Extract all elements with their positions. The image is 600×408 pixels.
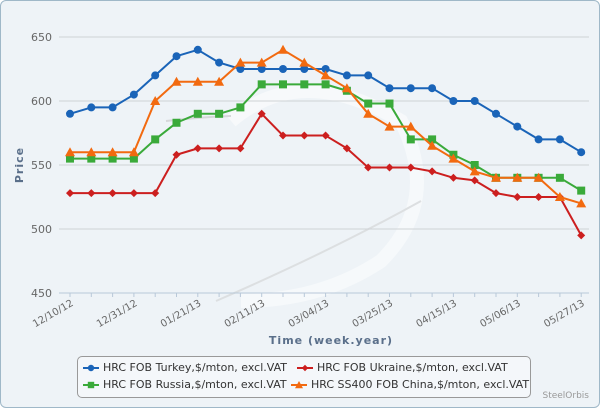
credit-label: SteelOrbis [542, 391, 589, 401]
y-tick-label: 650 [31, 31, 52, 44]
legend-item-turkey[interactable]: HRC FOB Turkey,$/mton, excl.VAT [82, 361, 287, 374]
series-china[interactable] [65, 44, 587, 208]
y-tick-label: 450 [31, 287, 52, 300]
x-tick-label: 12/31/12 [95, 298, 139, 330]
chart-legend: HRC FOB Turkey,$/mton, excl.VAT HRC FOB U… [77, 356, 531, 398]
legend-label: HRC FOB Ukraine,$/mton, excl.VAT [317, 361, 508, 374]
circle-marker-icon [83, 364, 99, 371]
legend-label: HRC FOB Russia,$/mton, excl.VAT [103, 378, 287, 391]
y-axis-title: Price [13, 147, 26, 183]
series-turkey[interactable] [66, 45, 586, 157]
legend-item-ukraine[interactable]: HRC FOB Ukraine,$/mton, excl.VAT [296, 361, 508, 374]
legend-item-china[interactable]: HRC SS400 FOB China,$/mton, excl.VAT [290, 378, 529, 391]
x-tick-label: 04/15/13 [414, 298, 458, 330]
x-tick-label: 12/10/12 [31, 298, 75, 330]
legend-label: HRC SS400 FOB China,$/mton, excl.VAT [311, 378, 530, 391]
x-tick-label: 05/06/13 [478, 298, 522, 330]
series-ukraine[interactable] [66, 109, 586, 240]
legend-label: HRC FOB Turkey,$/mton, excl.VAT [103, 361, 287, 374]
diamond-marker-icon [297, 364, 313, 371]
x-tick-label: 01/21/13 [159, 298, 203, 330]
line-chart: 450 500 550 600 650 12/10/12 12/31/12 01/21/13 0… [13, 31, 589, 347]
x-tick-label: 05/27/13 [542, 298, 586, 330]
y-tick-label: 550 [31, 159, 52, 172]
square-marker-icon [83, 381, 99, 388]
legend-item-russia[interactable]: HRC FOB Russia,$/mton, excl.VAT [82, 378, 287, 391]
y-tick-label: 600 [31, 95, 52, 108]
triangle-marker-icon [291, 380, 307, 388]
x-axis-title: Time (week.year) [269, 334, 393, 347]
y-tick-label: 500 [31, 223, 52, 236]
x-tick-label: 03/25/13 [351, 298, 395, 330]
